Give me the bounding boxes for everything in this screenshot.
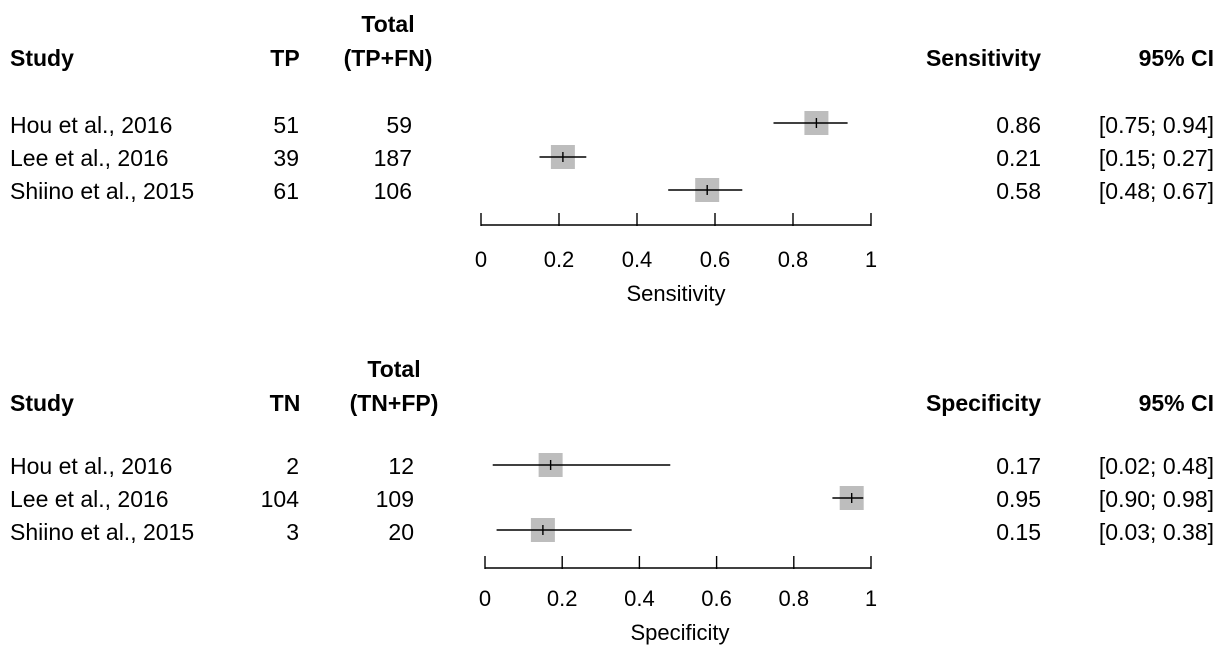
- count-header: TP: [270, 45, 299, 71]
- ci-value: [0.48; 0.67]: [1099, 178, 1214, 204]
- total-value: 20: [388, 519, 414, 545]
- specificity-x-axis: 0 0.2 0.4 0.6 0.8 1: [479, 556, 877, 611]
- total-value: 106: [374, 178, 412, 204]
- sensitivity-panel: Study TP Total (TP+FN) Sensitivity 95% C…: [10, 11, 1214, 306]
- count-value: 3: [286, 519, 299, 545]
- study-name: Shiino et al., 2015: [10, 178, 194, 204]
- ci-header: 95% CI: [1139, 45, 1214, 71]
- total-value: 109: [376, 486, 414, 512]
- count-value: 61: [273, 178, 299, 204]
- tick-label: 0.6: [700, 247, 731, 272]
- ci-value: [0.75; 0.94]: [1099, 112, 1214, 138]
- total-value: 59: [386, 112, 412, 138]
- study-header: Study: [10, 45, 74, 71]
- estimate-value: 0.17: [996, 453, 1041, 479]
- x-axis-title: Sensitivity: [626, 281, 725, 306]
- study-name: Hou et al., 2016: [10, 112, 172, 138]
- count-value: 104: [261, 486, 300, 512]
- tick-label: 0: [475, 247, 487, 272]
- estimate-value: 0.86: [996, 112, 1041, 138]
- ci-value: [0.15; 0.27]: [1099, 145, 1214, 171]
- estimate-value: 0.95: [996, 486, 1041, 512]
- tick-label: 0.2: [544, 247, 575, 272]
- estimate-header: Sensitivity: [926, 45, 1041, 71]
- ci-header: 95% CI: [1139, 390, 1214, 416]
- estimate-value: 0.15: [996, 519, 1041, 545]
- total-value: 12: [388, 453, 414, 479]
- study-name: Hou et al., 2016: [10, 453, 172, 479]
- tick-label: 0.8: [779, 586, 810, 611]
- count-value: 51: [273, 112, 299, 138]
- study-header: Study: [10, 390, 74, 416]
- tick-label: 0.4: [624, 586, 655, 611]
- total-header-line1: Total: [361, 11, 414, 37]
- count-value: 39: [273, 145, 299, 171]
- ci-value: [0.03; 0.38]: [1099, 519, 1214, 545]
- tick-label: 0.6: [701, 586, 732, 611]
- total-header-line1: Total: [367, 356, 420, 382]
- total-header-line2: (TN+FP): [350, 390, 439, 416]
- estimate-value: 0.58: [996, 178, 1041, 204]
- tick-label: 1: [865, 247, 877, 272]
- sensitivity-marks: [539, 111, 848, 202]
- tick-label: 0: [479, 586, 491, 611]
- total-header-line2: (TP+FN): [344, 45, 433, 71]
- estimate-header: Specificity: [926, 390, 1041, 416]
- study-name: Lee et al., 2016: [10, 486, 169, 512]
- tick-label: 0.2: [547, 586, 578, 611]
- study-name: Shiino et al., 2015: [10, 519, 194, 545]
- sensitivity-x-axis: 0 0.2 0.4 0.6 0.8 1: [475, 213, 877, 272]
- x-axis-title: Specificity: [630, 620, 729, 645]
- ci-value: [0.02; 0.48]: [1099, 453, 1214, 479]
- count-value: 2: [286, 453, 299, 479]
- specificity-panel: Study TN Total (TN+FP) Specificity 95% C…: [10, 356, 1214, 645]
- total-value: 187: [374, 145, 412, 171]
- count-header: TN: [270, 390, 301, 416]
- tick-label: 1: [865, 586, 877, 611]
- estimate-value: 0.21: [996, 145, 1041, 171]
- specificity-marks: [492, 453, 864, 542]
- tick-label: 0.8: [778, 247, 809, 272]
- ci-value: [0.90; 0.98]: [1099, 486, 1214, 512]
- study-name: Lee et al., 2016: [10, 145, 169, 171]
- tick-label: 0.4: [622, 247, 653, 272]
